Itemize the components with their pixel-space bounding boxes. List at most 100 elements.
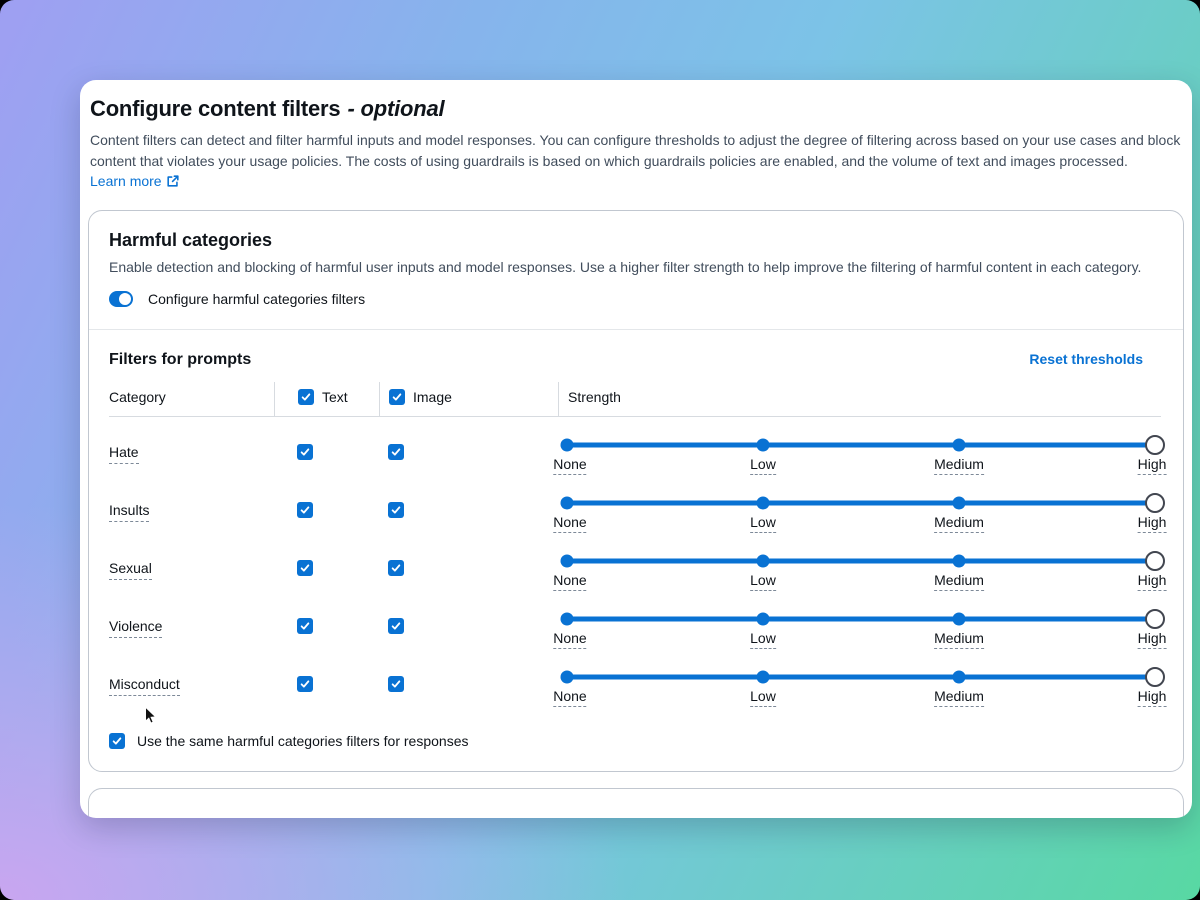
slider-tick-medium[interactable] — [952, 496, 966, 509]
strength-slider: None Low Medium High — [553, 666, 1167, 710]
slider-handle[interactable] — [1145, 492, 1165, 513]
slider-label-medium[interactable]: Medium — [934, 456, 984, 475]
category-label[interactable]: Hate — [109, 443, 139, 464]
column-header-image: Image — [379, 381, 558, 416]
text-cell — [274, 617, 379, 637]
slider-tick-medium[interactable] — [952, 612, 966, 625]
slider-label-medium[interactable]: Medium — [934, 514, 984, 533]
filters-for-prompts-header: Filters for prompts Reset thresholds — [109, 350, 1161, 370]
reset-thresholds-link[interactable]: Reset thresholds — [1029, 350, 1143, 367]
filter-row: Misconduct None Low Medium High — [109, 649, 1167, 710]
slider-labels: None Low Medium High — [553, 688, 1167, 710]
slider-track[interactable] — [567, 558, 1155, 563]
check-icon — [391, 447, 401, 456]
image-checkbox[interactable] — [388, 559, 404, 576]
check-icon — [300, 447, 310, 456]
category-cell: Sexual — [109, 559, 274, 580]
category-label[interactable]: Insults — [109, 501, 150, 522]
image-checkbox[interactable] — [388, 443, 404, 460]
slider-label-high[interactable]: High — [1137, 630, 1167, 649]
slider-label-high[interactable]: High — [1137, 688, 1167, 707]
learn-more-link[interactable]: Learn more — [90, 173, 180, 189]
slider-label-none[interactable]: None — [553, 456, 587, 475]
same-filters-for-responses-checkbox[interactable] — [109, 732, 125, 749]
slider-label-low[interactable]: Low — [750, 572, 776, 591]
slider-label-low[interactable]: Low — [750, 630, 776, 649]
text-checkbox[interactable] — [297, 443, 313, 460]
text-checkbox[interactable] — [297, 675, 313, 692]
same-filters-for-responses-label: Use the same harmful categories filters … — [137, 732, 469, 749]
slider-label-low[interactable]: Low — [750, 514, 776, 533]
image-column-checkbox[interactable] — [389, 388, 405, 405]
slider-tick-none[interactable] — [560, 496, 574, 509]
slider-tick-none[interactable] — [560, 438, 574, 451]
slider-label-high[interactable]: High — [1137, 514, 1167, 533]
check-icon — [391, 505, 401, 514]
category-label[interactable]: Misconduct — [109, 675, 180, 696]
page-description: Content filters can detect and filter ha… — [90, 132, 1181, 189]
slider-track[interactable] — [567, 616, 1155, 621]
slider-track[interactable] — [567, 674, 1155, 679]
check-icon — [300, 505, 310, 514]
image-checkbox[interactable] — [388, 675, 404, 692]
slider-label-low[interactable]: Low — [750, 688, 776, 707]
category-cell: Hate — [109, 443, 274, 464]
slider-labels: None Low Medium High — [553, 572, 1167, 594]
text-column-label: Text — [322, 388, 348, 405]
image-checkbox[interactable] — [388, 617, 404, 634]
slider-tick-none[interactable] — [560, 554, 574, 567]
category-label[interactable]: Sexual — [109, 559, 152, 580]
image-column-label: Image — [413, 388, 452, 405]
slider-label-none[interactable]: None — [553, 514, 587, 533]
slider-tick-low[interactable] — [756, 612, 770, 625]
check-icon — [391, 563, 401, 572]
category-cell: Misconduct — [109, 675, 274, 696]
slider-label-low[interactable]: Low — [750, 456, 776, 475]
image-cell — [379, 443, 558, 463]
slider-label-none[interactable]: None — [553, 688, 587, 707]
slider-label-medium[interactable]: Medium — [934, 688, 984, 707]
slider-rail — [560, 666, 1165, 687]
slider-tick-none[interactable] — [560, 612, 574, 625]
text-checkbox[interactable] — [297, 559, 313, 576]
harmful-categories-panel: Harmful categories Enable detection and … — [88, 209, 1184, 772]
slider-labels: None Low Medium High — [553, 456, 1167, 478]
filter-row: Sexual None Low Medium High — [109, 533, 1167, 594]
filters-for-prompts-title: Filters for prompts — [109, 350, 252, 368]
strength-slider: None Low Medium High — [553, 492, 1167, 536]
slider-track[interactable] — [567, 442, 1155, 447]
check-icon — [392, 392, 402, 401]
slider-tick-medium[interactable] — [952, 670, 966, 683]
slider-tick-none[interactable] — [560, 670, 574, 683]
slider-handle[interactable] — [1145, 434, 1165, 455]
slider-label-high[interactable]: High — [1137, 456, 1167, 475]
strength-slider: None Low Medium High — [553, 434, 1167, 478]
slider-label-none[interactable]: None — [553, 630, 587, 649]
column-header-text: Text — [274, 381, 379, 416]
category-label[interactable]: Violence — [109, 617, 163, 638]
harmful-categories-toggle[interactable] — [109, 290, 133, 307]
slider-label-high[interactable]: High — [1137, 572, 1167, 591]
slider-track[interactable] — [567, 500, 1155, 505]
slider-tick-low[interactable] — [756, 496, 770, 509]
slider-tick-medium[interactable] — [952, 554, 966, 567]
slider-tick-low[interactable] — [756, 438, 770, 451]
slider-tick-low[interactable] — [756, 670, 770, 683]
text-checkbox[interactable] — [297, 501, 313, 518]
image-checkbox[interactable] — [388, 501, 404, 518]
text-checkbox[interactable] — [297, 617, 313, 634]
slider-tick-low[interactable] — [756, 554, 770, 567]
slider-label-medium[interactable]: Medium — [934, 572, 984, 591]
column-header-strength: Strength — [558, 381, 1161, 416]
slider-label-medium[interactable]: Medium — [934, 630, 984, 649]
slider-label-none[interactable]: None — [553, 572, 587, 591]
strength-slider: None Low Medium High — [553, 550, 1167, 594]
check-icon — [300, 563, 310, 572]
slider-handle[interactable] — [1145, 666, 1165, 687]
external-link-icon — [166, 175, 179, 187]
filters-table-header: Category Text Image Strength — [109, 381, 1161, 417]
slider-handle[interactable] — [1145, 550, 1165, 571]
slider-tick-medium[interactable] — [952, 438, 966, 451]
text-column-checkbox[interactable] — [298, 388, 314, 405]
slider-handle[interactable] — [1145, 608, 1165, 629]
